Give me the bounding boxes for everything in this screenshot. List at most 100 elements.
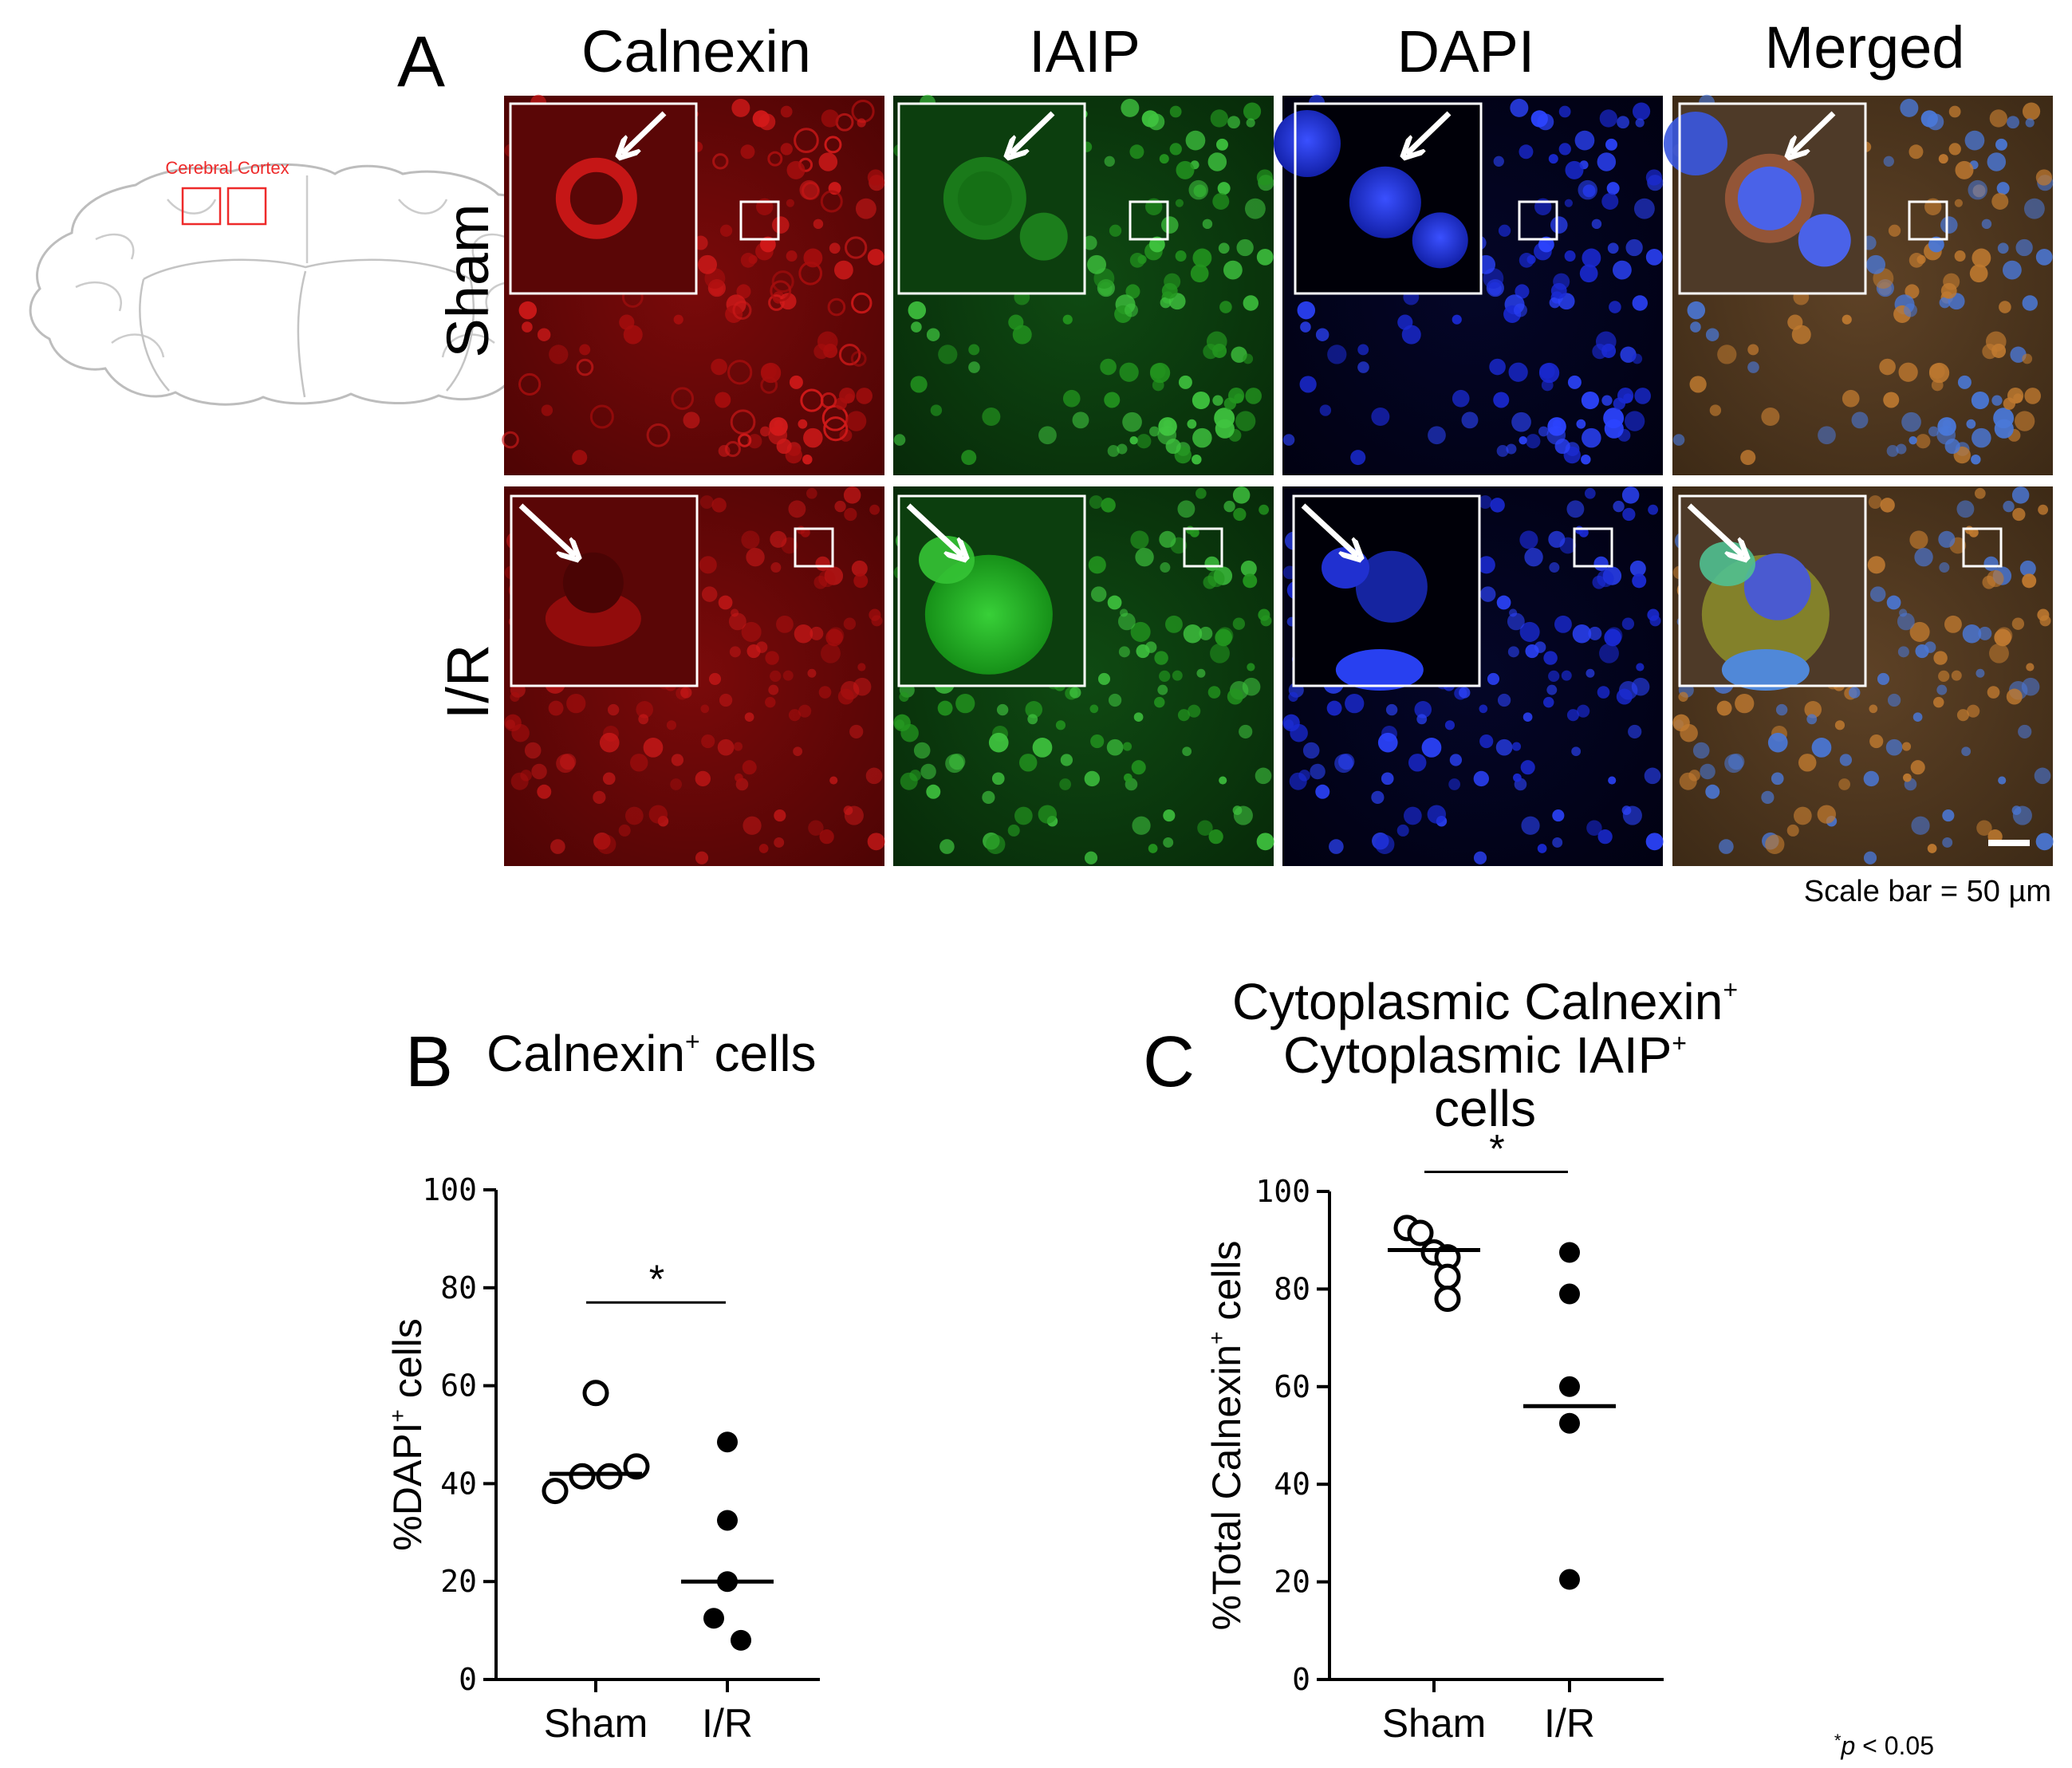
scale-bar-caption: Scale bar = 50 µm bbox=[1804, 875, 2051, 908]
panel-c-title-line-3: cells bbox=[1434, 1080, 1536, 1137]
inset-calnexin-ir bbox=[510, 494, 699, 687]
arrow-icon bbox=[1010, 111, 1055, 154]
inset-frame bbox=[897, 102, 1086, 295]
region-marker-box bbox=[1518, 200, 1558, 241]
chart-b: 0 20 40 60 80 100 Sham I/R %DAPI+ cells * bbox=[385, 1172, 820, 1746]
inset-frame bbox=[897, 494, 1086, 687]
scale-bar bbox=[1988, 840, 2030, 846]
micrograph-calnexin-sham bbox=[502, 94, 885, 475]
column-title-merged: Merged bbox=[1765, 14, 1965, 81]
inset-frame bbox=[1292, 494, 1481, 687]
row-title-ir: I/R bbox=[435, 644, 501, 720]
data-point-ir bbox=[731, 1629, 751, 1651]
arrow-icon bbox=[1301, 503, 1357, 556]
data-point-sham bbox=[542, 1478, 569, 1505]
brain-folds bbox=[75, 175, 534, 358]
region-marker-box bbox=[1129, 200, 1169, 241]
region-marker-box bbox=[1183, 527, 1223, 568]
inset-frame bbox=[509, 102, 698, 295]
significance-star: * bbox=[649, 1257, 664, 1301]
arrow-icon bbox=[906, 503, 963, 556]
arrow-icon bbox=[518, 503, 575, 556]
y-tick-label: 0 bbox=[1292, 1662, 1310, 1697]
arrow-icon bbox=[622, 111, 667, 154]
panel-b-letter: B bbox=[405, 1022, 453, 1102]
cortex-region-right bbox=[227, 187, 267, 226]
data-point-ir bbox=[717, 1510, 738, 1531]
inset-dapi-ir bbox=[1292, 494, 1481, 691]
micrograph-merged-ir bbox=[1672, 486, 2054, 866]
cerebral-cortex-label: Cerebral Cortex bbox=[165, 158, 289, 178]
inset-merged-ir bbox=[1678, 494, 1867, 691]
data-point-ir bbox=[1559, 1283, 1580, 1305]
row-title-sham: Sham bbox=[435, 203, 501, 357]
inset-merged-sham bbox=[1664, 102, 1867, 295]
data-point-ir bbox=[1559, 1242, 1580, 1263]
x-tick-label-sham: Sham bbox=[544, 1701, 648, 1746]
panel-c-letter: C bbox=[1143, 1022, 1195, 1102]
data-point-ir bbox=[717, 1431, 738, 1453]
inset-frame bbox=[510, 494, 699, 687]
region-marker-box bbox=[1962, 527, 2003, 568]
micrograph-iaip-ir bbox=[893, 486, 1274, 866]
inset-iaip-ir bbox=[897, 494, 1086, 687]
micrograph-merged-sham bbox=[1664, 94, 2054, 475]
data-point-sham bbox=[1434, 1286, 1461, 1313]
y-tick-label: 80 bbox=[1274, 1271, 1310, 1306]
chart-c: 0 20 40 60 80 100 Sham I/R %Total Calnexin+ cell… bbox=[1204, 1127, 1664, 1746]
panel-b-title: Calnexin+ cells bbox=[486, 1025, 817, 1082]
micrograph-iaip-sham bbox=[893, 94, 1274, 475]
y-tick-label: 60 bbox=[440, 1368, 477, 1404]
data-point-sham bbox=[569, 1463, 596, 1490]
data-point-ir bbox=[1559, 1376, 1580, 1397]
data-point-sham bbox=[1434, 1263, 1461, 1290]
y-axis-label: %DAPI+ cells bbox=[385, 1318, 430, 1550]
inset-frame bbox=[1678, 494, 1867, 687]
region-marker-box bbox=[739, 200, 780, 241]
arrow-icon bbox=[1407, 111, 1452, 154]
data-point-ir bbox=[703, 1608, 724, 1629]
y-tick-label: 40 bbox=[1274, 1467, 1310, 1502]
y-tick-label: 80 bbox=[440, 1270, 477, 1305]
region-marker-box bbox=[1908, 200, 1948, 241]
inset-dapi-sham bbox=[1274, 102, 1483, 295]
data-point-sham bbox=[1407, 1219, 1434, 1246]
column-title-calnexin: Calnexin bbox=[581, 18, 811, 85]
data-point-ir bbox=[1559, 1412, 1580, 1434]
x-tick-label-ir: I/R bbox=[1544, 1701, 1595, 1746]
micrograph-grid bbox=[502, 94, 2054, 866]
micrograph-dapi-sham bbox=[1274, 94, 1664, 475]
panel-c-title-line-1: Cytoplasmic Calnexin+ bbox=[1232, 973, 1738, 1030]
panel-a-letter: A bbox=[397, 22, 445, 102]
significance-star: * bbox=[1489, 1127, 1504, 1171]
y-tick-label: 20 bbox=[440, 1564, 477, 1599]
column-title-dapi: DAPI bbox=[1397, 18, 1535, 85]
footnote-pvalue: *p < 0.05 bbox=[1834, 1731, 1934, 1760]
micrograph-calnexin-ir bbox=[504, 486, 885, 866]
inset-frame bbox=[1294, 102, 1483, 295]
brain-outline bbox=[29, 163, 580, 406]
data-point-sham bbox=[596, 1463, 623, 1490]
column-title-iaip: IAIP bbox=[1029, 18, 1140, 85]
data-point-ir bbox=[1559, 1569, 1580, 1590]
y-axis-label: %Total Calnexin+ cells bbox=[1204, 1241, 1249, 1631]
x-tick-label-sham: Sham bbox=[1382, 1701, 1487, 1746]
panel-c-title-line-2: Cytoplasmic IAIP+ bbox=[1283, 1026, 1687, 1084]
micrograph-cells bbox=[893, 94, 1274, 466]
data-point-sham bbox=[582, 1380, 609, 1407]
micrograph-cells bbox=[502, 94, 885, 466]
region-marker-box bbox=[1573, 527, 1613, 568]
micrograph-dapi-ir bbox=[1282, 486, 1664, 866]
y-tick-label: 100 bbox=[422, 1172, 477, 1207]
inset-frame bbox=[1678, 102, 1867, 295]
region-marker-box bbox=[794, 527, 834, 568]
inset-iaip-sham bbox=[897, 102, 1086, 295]
arrow-icon bbox=[1687, 503, 1743, 556]
y-tick-label: 40 bbox=[440, 1466, 477, 1501]
brain-diagram: Cerebral Cortex bbox=[29, 158, 580, 406]
arrow-icon bbox=[1791, 111, 1836, 154]
y-tick-label: 60 bbox=[1274, 1369, 1310, 1404]
brain-inner bbox=[139, 258, 475, 398]
inset-calnexin-sham bbox=[509, 102, 698, 295]
